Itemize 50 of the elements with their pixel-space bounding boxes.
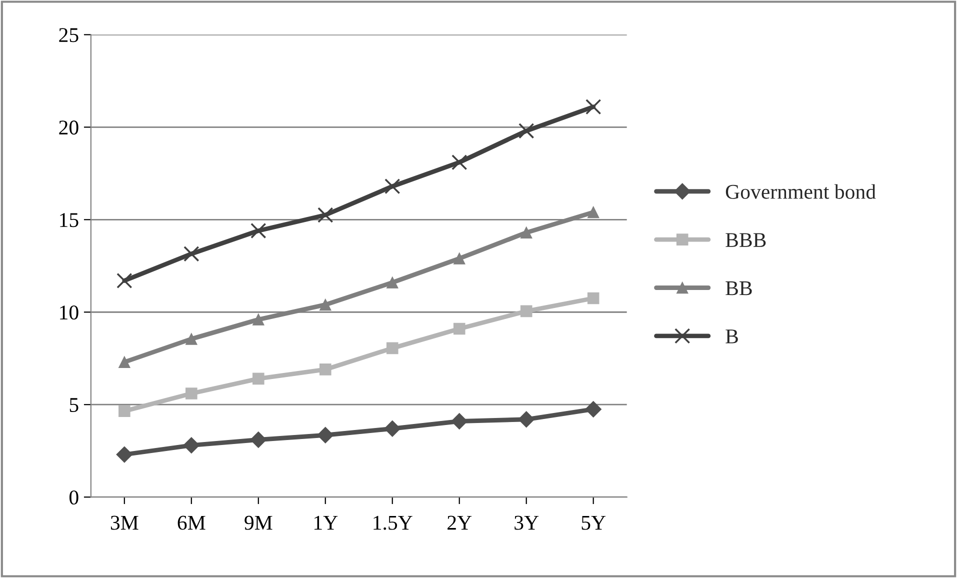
point xyxy=(118,405,130,417)
x-tick-label: 1Y xyxy=(314,516,338,530)
legend-label: BBB xyxy=(726,233,766,247)
legend-label: Government bond xyxy=(726,184,876,199)
point xyxy=(319,298,332,311)
y-tick-label: 15 xyxy=(60,213,78,228)
point xyxy=(252,314,264,326)
y-tick-label: 20 xyxy=(59,120,78,135)
point xyxy=(384,178,400,194)
point xyxy=(118,356,130,368)
x-tick-label: 9M xyxy=(244,516,272,530)
point xyxy=(116,446,133,463)
x-tick-label: 6M xyxy=(178,516,206,530)
legend-label: BB xyxy=(726,281,752,296)
legend-label: B xyxy=(726,330,738,344)
point xyxy=(384,420,401,437)
y-tick-label: 10 xyxy=(60,305,78,320)
point xyxy=(185,388,198,400)
x-tick-label: 2Y xyxy=(448,516,472,530)
x-tick-label: 3Y xyxy=(514,516,539,530)
point xyxy=(185,333,198,345)
point xyxy=(452,154,468,170)
point xyxy=(250,432,267,448)
point xyxy=(585,98,602,115)
y-tick-label: 25 xyxy=(59,28,78,42)
y-tick-label: 0 xyxy=(69,490,78,505)
point xyxy=(520,226,532,238)
point xyxy=(318,207,334,223)
point xyxy=(184,246,200,262)
y-tick-label: 5 xyxy=(70,398,78,412)
point xyxy=(585,401,602,418)
point xyxy=(518,411,535,428)
point xyxy=(453,252,466,264)
point xyxy=(317,426,334,444)
point xyxy=(116,272,132,289)
point xyxy=(518,123,534,139)
point xyxy=(386,276,398,288)
x-tick-label: 5Y xyxy=(582,516,606,530)
x-tick-label: 1.5Y xyxy=(374,516,412,530)
point xyxy=(252,372,264,385)
point xyxy=(520,305,532,318)
point xyxy=(250,222,266,239)
point xyxy=(587,292,600,304)
point xyxy=(453,322,466,335)
point xyxy=(319,364,332,376)
x-tick-label: 3M xyxy=(110,516,138,530)
point xyxy=(451,413,468,430)
point xyxy=(183,437,200,454)
point xyxy=(386,342,398,354)
point xyxy=(587,206,600,218)
